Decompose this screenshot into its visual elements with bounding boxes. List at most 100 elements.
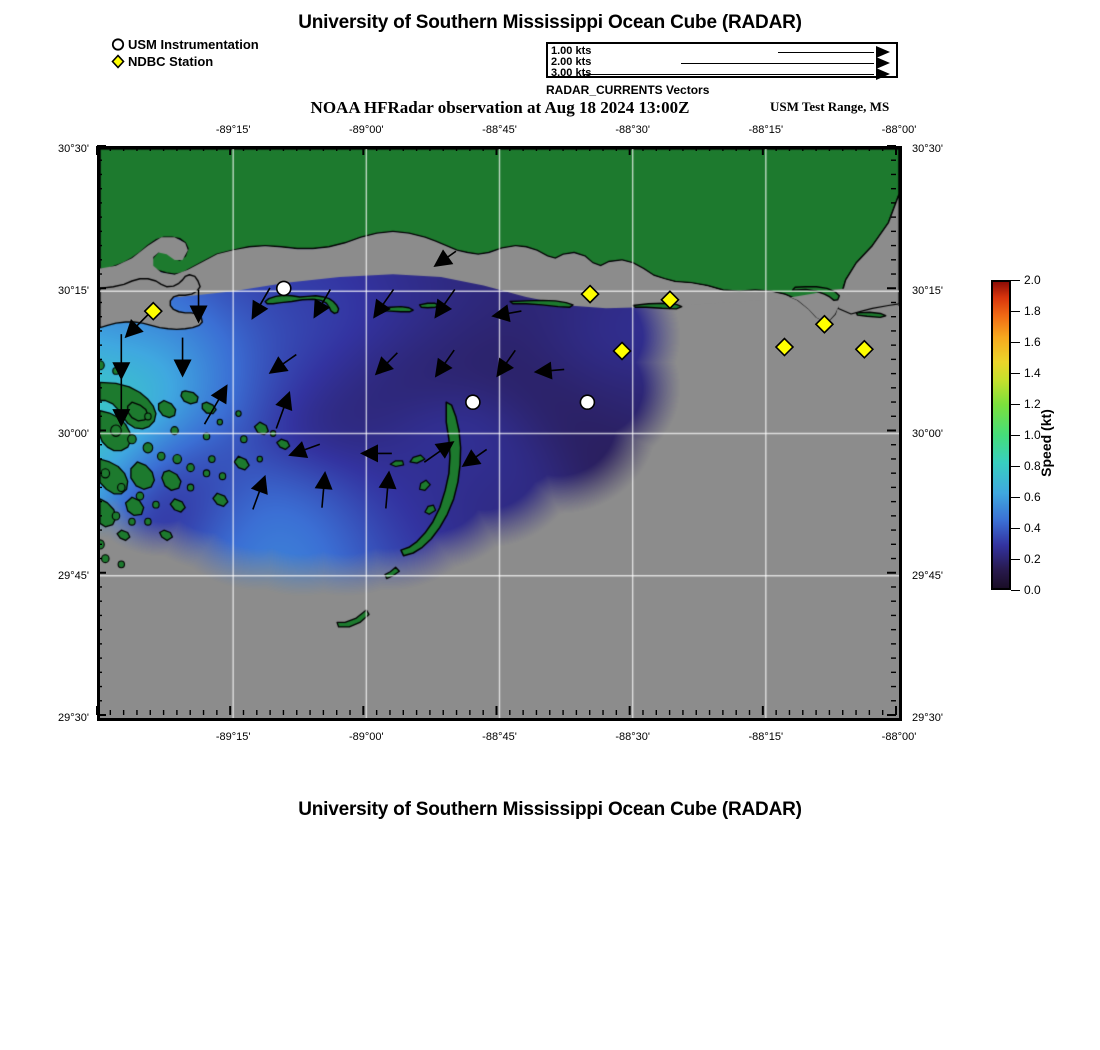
- current-vector: [433, 249, 457, 268]
- x-axis-tick-label-bottom: -88°15': [748, 731, 784, 743]
- colorbar-tick: [1011, 404, 1020, 405]
- vector-scale-label: 1.00 kts: [551, 45, 592, 57]
- ndbc-station-marker[interactable]: [660, 290, 680, 310]
- footer-title: University of Southern Mississippi Ocean…: [298, 799, 802, 820]
- map-overlay: [112, 249, 875, 510]
- colorbar-tick: [1011, 373, 1020, 374]
- current-vector: [189, 289, 208, 324]
- colorbar-tick-label: 0.4: [1024, 521, 1041, 535]
- colorbar-tick: [1011, 311, 1020, 312]
- colorbar-tick-label: 0.8: [1024, 459, 1041, 473]
- current-vector: [173, 337, 192, 378]
- colorbar-tick: [1011, 280, 1020, 281]
- usm-instrumentation-marker[interactable]: [579, 394, 596, 411]
- current-vector: [434, 349, 455, 378]
- colorbar-gradient: [991, 280, 1011, 590]
- colorbar-tick-label: 0.0: [1024, 583, 1041, 597]
- current-vector: [112, 365, 131, 428]
- x-axis-tick-label-top: -89°15': [215, 124, 251, 136]
- current-vector: [434, 288, 456, 319]
- x-axis-tick-label-bottom: -88°45': [482, 731, 517, 743]
- vector-legend-caption: RADAR_CURRENTS Vectors: [546, 83, 710, 97]
- current-vector: [373, 288, 395, 319]
- colorbar-tick: [1011, 528, 1020, 529]
- current-vector: [268, 353, 297, 374]
- vector-scale-label: 3.00 kts: [551, 67, 592, 79]
- colorbar-tick-label: 1.8: [1024, 304, 1041, 318]
- y-axis-tick-label-right: 30°30': [912, 143, 943, 155]
- colorbar-tick-label: 1.0: [1024, 428, 1041, 442]
- x-axis-tick-label-bottom: -89°00': [349, 731, 384, 743]
- colorbar-tick: [1011, 559, 1020, 560]
- site-label: USM Test Range, MS: [770, 99, 890, 114]
- current-vector: [251, 287, 271, 320]
- y-axis-tick-label-left: 30°15': [58, 285, 89, 298]
- legend-item-ndbc-label: NDBC Station: [128, 54, 214, 69]
- y-axis-tick-label-right: 29°30': [912, 712, 943, 724]
- colorbar-tick-label: 2.0: [1024, 273, 1041, 287]
- ndbc-station-marker[interactable]: [774, 337, 795, 357]
- map-plot-area[interactable]: [97, 146, 902, 721]
- vector-scale-label: 2.00 kts: [551, 56, 592, 68]
- observation-subtitle: NOAA HFRadar observation at Aug 18 2024 …: [310, 98, 690, 117]
- current-vector: [250, 474, 268, 510]
- map-canvas[interactable]: [100, 149, 899, 718]
- current-vector: [275, 391, 293, 429]
- ndbc-station-marker[interactable]: [612, 341, 632, 361]
- colorbar-title: Speed (kt): [1038, 409, 1054, 477]
- colorbar-tick-label: 1.4: [1024, 366, 1041, 380]
- diamond-icon: [110, 54, 128, 69]
- vector-scale-row: 1.00 kts: [548, 45, 896, 58]
- vector-scale-row: 2.00 kts: [548, 56, 896, 69]
- x-axis-tick-label-top: -88°00': [881, 124, 917, 136]
- current-vector: [496, 349, 516, 378]
- legend-item-usm: USM Instrumentation: [110, 37, 259, 52]
- vector-arrowhead: [876, 68, 890, 80]
- current-vector: [461, 448, 488, 468]
- ndbc-station-marker[interactable]: [854, 339, 875, 359]
- colorbar-tick: [1011, 590, 1020, 591]
- circle-open-icon: [110, 37, 128, 52]
- colorbar-tick-label: 1.6: [1024, 335, 1041, 349]
- ndbc-station-marker[interactable]: [580, 284, 600, 304]
- colorbar-tick-label: 0.2: [1024, 552, 1041, 566]
- page-title: University of Southern Mississippi Ocean…: [298, 12, 802, 33]
- vector-shaft: [584, 74, 874, 75]
- current-vector: [313, 289, 332, 319]
- y-axis-tick-label-left: 29°45': [58, 569, 89, 582]
- ndbc-station-marker[interactable]: [143, 301, 163, 321]
- colorbar-tick: [1011, 466, 1020, 467]
- current-vector: [533, 361, 565, 380]
- colorbar-tick-label: 1.2: [1024, 397, 1041, 411]
- current-vector: [359, 444, 392, 463]
- legend-item-ndbc: NDBC Station: [110, 54, 259, 69]
- current-vector: [423, 441, 455, 463]
- y-axis-tick-label-right: 29°45': [912, 569, 943, 582]
- x-axis-tick-label-top: -88°15': [748, 124, 784, 136]
- usm-instrumentation-marker[interactable]: [465, 394, 481, 411]
- y-axis-tick-label-left: 30°00': [58, 427, 89, 440]
- station-legend: USM Instrumentation NDBC Station: [110, 37, 259, 71]
- x-axis-tick-label-bottom: -88°30': [615, 731, 650, 743]
- usm-instrumentation-marker[interactable]: [275, 280, 292, 297]
- current-vector: [378, 470, 397, 509]
- ndbc-station-marker[interactable]: [814, 314, 835, 334]
- current-vector: [491, 304, 522, 323]
- vector-scale-row: 3.00 kts: [548, 67, 896, 80]
- current-vector: [314, 471, 333, 508]
- y-axis-tick-label-right: 30°00': [912, 427, 943, 440]
- vector-arrowhead: [876, 46, 890, 58]
- y-axis-tick-label-left: 29°30': [58, 712, 89, 724]
- current-vector: [288, 441, 321, 459]
- y-axis-tick-label-right: 30°15': [912, 285, 943, 298]
- current-vector: [374, 352, 398, 376]
- legend-item-usm-label: USM Instrumentation: [128, 37, 259, 52]
- x-axis-tick-label-top: -88°45': [482, 124, 517, 136]
- vector-scale-legend: 1.00 kts 2.00 kts 3.00 kts: [546, 42, 898, 80]
- x-axis-tick-label-bottom: -88°00': [881, 731, 917, 743]
- vector-arrowhead: [876, 57, 890, 69]
- vector-shaft: [778, 52, 874, 53]
- vector-shaft: [681, 63, 874, 64]
- colorbar-tick: [1011, 435, 1020, 436]
- x-axis-tick-label-top: -89°00': [349, 124, 384, 136]
